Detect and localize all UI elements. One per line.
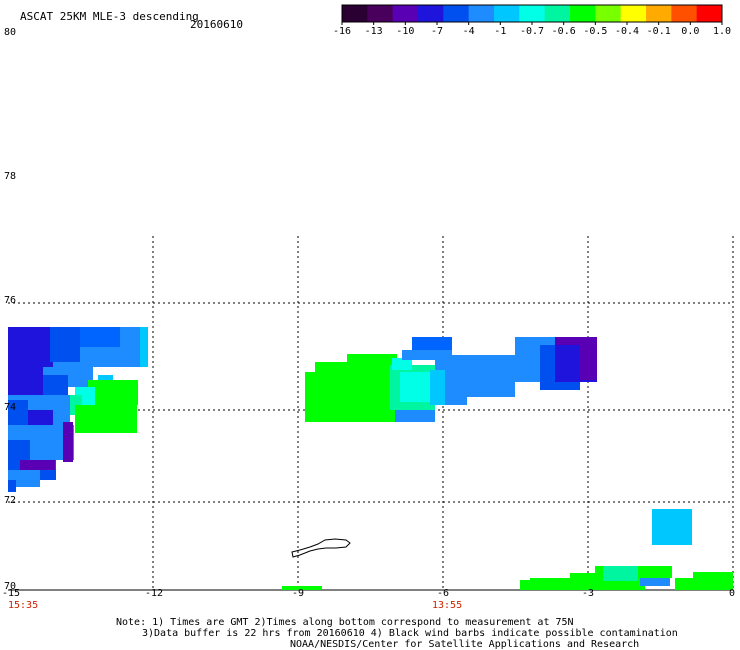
lon-label-m6: -6 xyxy=(437,588,450,599)
colorbar-swatch xyxy=(544,5,571,22)
colorbar-swatch xyxy=(570,5,596,22)
colorbar-swatch xyxy=(671,5,698,22)
colorbar-tick-label: -13 xyxy=(364,26,383,37)
colorbar-swatch xyxy=(392,5,419,22)
colorbar-swatch xyxy=(418,5,444,22)
time-label-west: 15:35 xyxy=(8,600,39,611)
lat-label-74: 74 xyxy=(4,402,17,413)
time-label-central: 13:55 xyxy=(432,600,463,611)
colorbar-tick-label: -0.5 xyxy=(583,26,608,37)
colorbar xyxy=(341,4,723,25)
colorbar-tick-label: -1 xyxy=(494,26,507,37)
lat-label-72: 72 xyxy=(4,495,17,506)
lat-label-70: 70 xyxy=(4,581,17,592)
colorbar-swatch xyxy=(519,5,546,22)
lon-label-m15: -15 xyxy=(2,588,21,599)
colorbar-tick-label: -4 xyxy=(462,26,475,37)
colorbar-swatch xyxy=(595,5,622,22)
colorbar-swatch xyxy=(646,5,672,22)
note-line-3: NOAA/NESDIS/Center for Satellite Applica… xyxy=(290,639,640,650)
colorbar-tick-label: -16 xyxy=(332,26,352,37)
lat-label-76: 76 xyxy=(4,295,17,306)
data-swath-southeast xyxy=(282,509,733,590)
colorbar-tick-label: -0.7 xyxy=(520,26,545,37)
colorbar-tick-label: -0.1 xyxy=(646,26,671,37)
colorbar-swatch xyxy=(468,5,495,22)
colorbar-swatch xyxy=(342,5,368,22)
map-date: 20160610 xyxy=(190,18,243,31)
colorbar-tick-label: -10 xyxy=(396,26,415,37)
colorbar-tick-label: -0.4 xyxy=(615,26,640,37)
data-swath-west xyxy=(8,327,148,492)
colorbar-swatch xyxy=(367,5,394,22)
colorbar-tick-label: 0.0 xyxy=(681,26,700,37)
colorbar-swatch xyxy=(696,5,723,22)
lat-label-78: 78 xyxy=(4,171,17,182)
note-line-1: Note: 1) Times are GMT 2)Times along bot… xyxy=(116,617,574,628)
data-swath-central xyxy=(305,337,597,422)
note-line-2: 3)Data buffer is 22 hrs from 20160610 4)… xyxy=(142,628,678,639)
colorbar-swatch xyxy=(443,5,470,22)
colorbar-tick-label: -7 xyxy=(430,26,444,37)
lon-label-m12: -12 xyxy=(145,588,164,599)
lon-label-m3: -3 xyxy=(582,588,595,599)
colorbar-tick-label: -0.6 xyxy=(551,26,576,37)
lon-label-m9: -9 xyxy=(292,588,305,599)
lon-label-0: 0 xyxy=(729,588,736,599)
lat-label-80: 80 xyxy=(4,27,17,38)
colorbar-swatch xyxy=(620,5,647,22)
colorbar-tick-label: 1.0 xyxy=(712,26,732,37)
map-title: ASCAT 25KM MLE-3 descending xyxy=(20,10,199,23)
colorbar-swatch xyxy=(494,5,520,22)
island-outline xyxy=(291,538,351,558)
